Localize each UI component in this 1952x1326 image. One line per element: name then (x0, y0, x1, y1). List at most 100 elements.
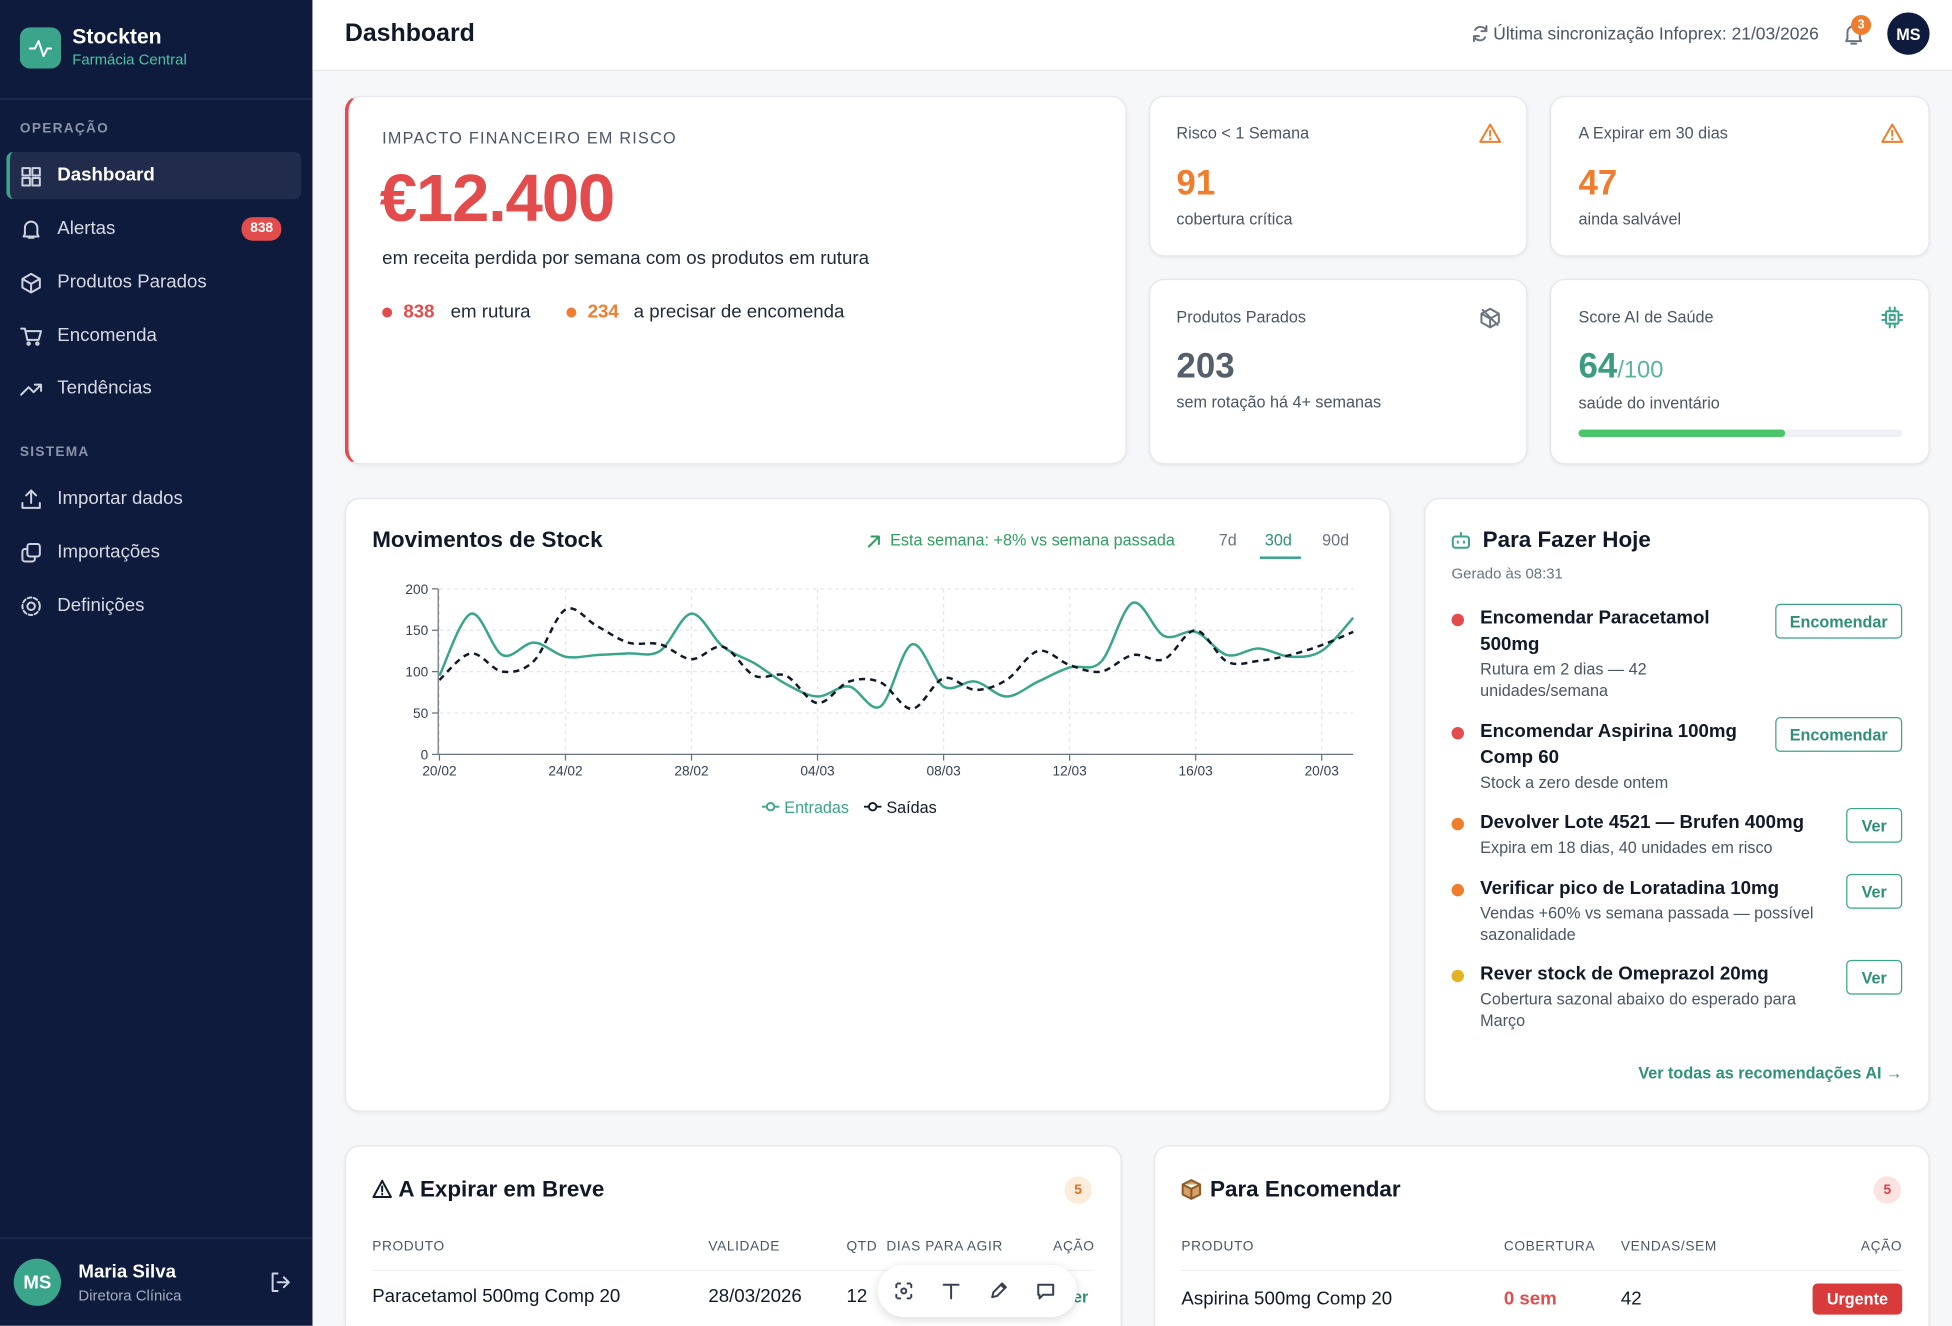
y-tick-label: 200 (405, 582, 428, 597)
sales-cell: 42 (1620, 1288, 1642, 1310)
nav-icon (22, 220, 40, 239)
kpi-value: 203 (1176, 346, 1235, 385)
header (312, 0, 1952, 71)
todo-action[interactable]: Encomendar (1775, 717, 1903, 752)
column-header: AÇÃO (1053, 1239, 1095, 1255)
kpi-caption: ainda salvável (1578, 209, 1682, 229)
nav-item[interactable]: Importar dados (57, 488, 183, 510)
y-tick-label: 150 (405, 623, 428, 638)
page-title: Dashboard (344, 19, 475, 48)
header-avatar[interactable]: MS (1887, 12, 1930, 55)
coverage-cell: 0 sem (1503, 1288, 1557, 1310)
tab-underline (1259, 556, 1301, 559)
nav-item[interactable]: Alertas (57, 217, 116, 240)
todo-action[interactable]: Encomendar (1775, 603, 1903, 639)
notification-badge: 3 (1851, 14, 1872, 35)
impact-description: em receita perdida por semana com os pro… (382, 247, 869, 269)
todo-action[interactable]: Ver (1846, 959, 1903, 995)
todo-action[interactable]: Ver (1846, 807, 1903, 843)
impact-value: €12.400 (379, 161, 616, 237)
series-line (438, 601, 1355, 709)
todo-action[interactable]: Ver (1846, 873, 1903, 909)
floating-toolbar (877, 1264, 1077, 1318)
legend-marker (868, 802, 878, 812)
see-all-link[interactable]: Ver todas as recomendações AI → (1638, 1063, 1903, 1083)
urgent-button[interactable]: Urgente (1812, 1283, 1903, 1315)
todo-card (1424, 497, 1930, 1112)
kpi-suffix: /100 (1617, 357, 1664, 384)
card-title: A Expirar em Breve (398, 1176, 605, 1202)
nav-section-title: SISTEMA (19, 444, 90, 460)
warning-icon (372, 1179, 392, 1198)
kpi-card (1149, 278, 1528, 465)
row-divider (1181, 1269, 1903, 1272)
range-tab[interactable]: 90d (1322, 530, 1350, 550)
kpi-caption: cobertura crítica (1176, 209, 1293, 229)
toolbar-comment[interactable] (1036, 1281, 1056, 1301)
y-tick-label: 0 (421, 747, 429, 762)
warning-icon (1881, 123, 1904, 143)
kpi-title: Risco < 1 Semana (1176, 123, 1310, 143)
row-divider (372, 1269, 1095, 1272)
bot-icon (1451, 531, 1470, 549)
toolbar-select[interactable] (894, 1281, 914, 1301)
nav-item[interactable]: Dashboard (57, 164, 155, 186)
column-header: AÇÃO (1860, 1239, 1903, 1255)
range-tab[interactable]: 7d (1218, 530, 1237, 550)
legend-label: Saídas (886, 799, 936, 817)
trend-icon (867, 535, 880, 548)
range-tab-active[interactable]: 30d (1264, 530, 1292, 550)
status-dot (382, 307, 393, 318)
product-cell: Paracetamol 500mg Comp 20 (372, 1285, 621, 1308)
x-tick-label: 16/03 (1179, 764, 1214, 779)
nav-active[interactable] (6, 151, 302, 200)
kpi-value: 91 (1176, 163, 1216, 202)
warning-icon (1479, 123, 1502, 143)
toolbar-pen[interactable] (988, 1281, 1008, 1301)
todo-generated: Gerado às 08:31 (1451, 564, 1563, 583)
logout-icon[interactable] (269, 1271, 291, 1293)
nav-icon (21, 167, 41, 187)
x-tick-label: 08/03 (926, 764, 961, 779)
todo-item-detail: Expira em 18 dias, 40 unidades em risco (1480, 837, 1773, 857)
toolbar-text[interactable] (941, 1281, 961, 1301)
nav-item[interactable]: Definições (57, 595, 145, 617)
legend-label: Entradas (784, 799, 849, 817)
priority-dot (1451, 969, 1465, 983)
todo-item-detail: Stock a zero desde ontem (1480, 773, 1669, 792)
column-header: COBERTURA (1503, 1239, 1596, 1255)
nav-item[interactable]: Encomenda (57, 324, 157, 347)
brand-name: Stockten (72, 24, 162, 49)
series-line (438, 607, 1354, 711)
package-icon (1480, 307, 1500, 329)
nav-icon (21, 272, 41, 294)
orders-card (1154, 1145, 1930, 1326)
chart-card (344, 497, 1391, 1112)
nav-item[interactable]: Produtos Parados (57, 271, 207, 293)
stat-label: a precisar de encomenda (633, 301, 845, 323)
kpi-title: Score AI de Saúde (1578, 307, 1714, 327)
column-header: PRODUTO (372, 1239, 445, 1255)
logo-icon (28, 40, 53, 58)
legend-marker (765, 802, 776, 812)
todo-item-detail: Cobertura sazonal abaixo do esperado par… (1480, 989, 1796, 1030)
column-header: QTD (846, 1239, 878, 1255)
kpi-card (1549, 95, 1930, 257)
nav-item[interactable]: Importações (57, 541, 161, 563)
todo-item-title: Rever stock de Omeprazol 20mg (1480, 963, 1769, 985)
y-tick-label: 100 (405, 665, 428, 680)
priority-dot (1451, 817, 1465, 831)
todo-item-title: Verificar pico de Loratadina 10mg (1480, 877, 1780, 899)
brand-subtitle: Farmácia Central (72, 50, 187, 69)
sidebar: Stockten Farmácia Central OPERAÇÃO Dashb… (0, 0, 313, 1326)
divider (0, 98, 313, 100)
sync-icon[interactable] (1470, 24, 1490, 44)
product-cell: Aspirina 500mg Comp 20 (1181, 1288, 1393, 1310)
status-dot (566, 307, 577, 318)
priority-dot (1451, 613, 1465, 627)
kpi-caption: sem rotação há 4+ semanas (1176, 392, 1382, 412)
sync-status: Última sincronização Infoprex: 21/03/202… (1493, 23, 1819, 44)
nav-section-title: OPERAÇÃO (19, 121, 110, 137)
nav-item[interactable]: Tendências (57, 377, 152, 399)
